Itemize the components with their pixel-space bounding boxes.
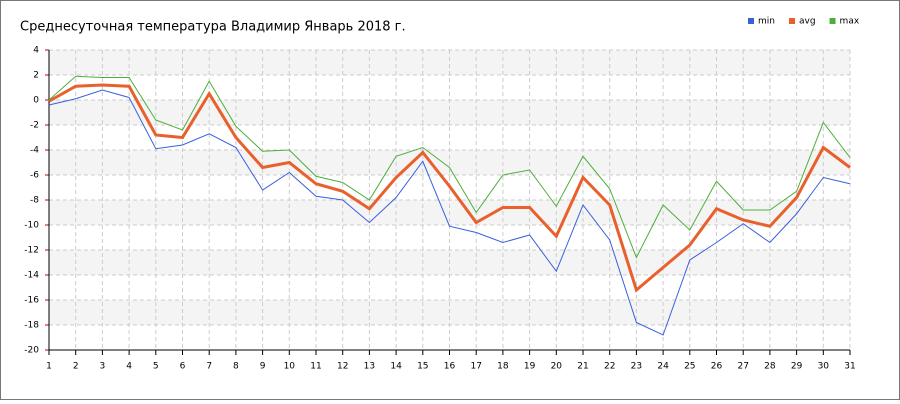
x-tick-label: 25 <box>684 362 695 372</box>
y-tick-label: -2 <box>30 121 39 131</box>
legend-label: max <box>840 17 860 27</box>
x-tick-label: 16 <box>444 362 456 372</box>
x-tick-label: 26 <box>711 362 723 372</box>
legend-label: avg <box>799 17 816 27</box>
x-tick-label: 28 <box>764 362 776 372</box>
y-tick-label: -8 <box>30 196 39 206</box>
x-tick-label: 31 <box>844 362 855 372</box>
x-tick-label: 17 <box>470 362 481 372</box>
x-tick-label: 24 <box>657 362 669 372</box>
x-tick-label: 7 <box>206 362 212 372</box>
y-tick-label: -4 <box>30 146 39 156</box>
y-tick-label: -14 <box>24 271 39 281</box>
x-tick-label: 15 <box>417 362 428 372</box>
grid-band <box>49 50 850 75</box>
series-line <box>48 83 851 293</box>
y-tick-label: -18 <box>24 321 39 331</box>
x-tick-label: 23 <box>631 362 642 372</box>
x-tick-label: 4 <box>126 362 132 372</box>
y-tick-label: -20 <box>24 346 39 356</box>
y-tick-label: 0 <box>33 96 39 106</box>
x-tick-label: 27 <box>737 362 748 372</box>
x-tick-label: 30 <box>818 362 830 372</box>
x-tick-label: 3 <box>100 362 106 372</box>
x-tick-label: 2 <box>73 362 79 372</box>
x-tick-label: 5 <box>153 362 159 372</box>
x-tick-label: 22 <box>604 362 615 372</box>
x-tick-label: 20 <box>551 362 563 372</box>
series-line <box>48 89 851 336</box>
x-tick-label: 14 <box>390 362 402 372</box>
series-line <box>48 75 851 259</box>
x-tick-label: 8 <box>233 362 239 372</box>
x-tick-label: 10 <box>284 362 296 372</box>
x-tick-label: 1 <box>46 362 52 372</box>
x-tick-label: 11 <box>310 362 321 372</box>
y-tick-label: 4 <box>33 46 39 56</box>
x-tick-label: 29 <box>791 362 803 372</box>
y-tick-label: -16 <box>24 296 39 306</box>
legend-swatch <box>829 18 836 24</box>
y-tick-label: -10 <box>24 221 39 231</box>
legend-swatch <box>748 18 754 24</box>
x-tick-label: 19 <box>524 362 536 372</box>
x-tick-label: 6 <box>180 362 186 372</box>
y-tick-label: 2 <box>33 71 39 81</box>
x-tick-label: 9 <box>260 362 266 372</box>
y-tick-label: -6 <box>30 171 39 181</box>
x-tick-label: 18 <box>497 362 509 372</box>
x-tick-label: 13 <box>364 362 375 372</box>
chart-title: Среднесуточная температура Владимир Янва… <box>20 20 406 35</box>
y-tick-label: -12 <box>24 246 39 256</box>
x-tick-label: 12 <box>337 362 348 372</box>
legend-swatch <box>788 18 795 24</box>
legend-label: min <box>758 17 775 27</box>
x-tick-label: 21 <box>577 362 588 372</box>
